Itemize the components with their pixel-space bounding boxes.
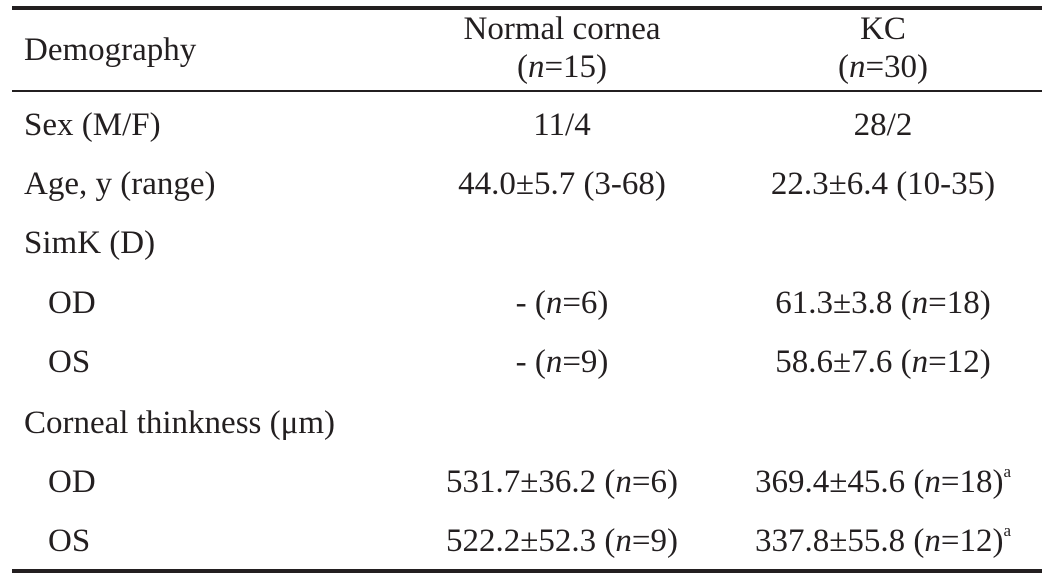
n-value: =18): [928, 285, 991, 321]
n-var: n: [911, 344, 929, 380]
header-kc-paren: (: [837, 49, 849, 85]
footnote-marker: a: [1003, 462, 1011, 481]
value: - (: [515, 285, 546, 321]
n-value: =9): [631, 523, 678, 559]
header-normal-cornea: Normal cornea (n=15): [406, 10, 718, 86]
demography-table: Demography Normal cornea (n=15) KC (n=30…: [12, 0, 1042, 583]
footnote-marker: a: [1003, 521, 1011, 540]
n-value: =6): [631, 464, 678, 500]
value: 58.6±7.6 (: [775, 344, 912, 380]
n-var: n: [545, 285, 563, 321]
n-value: =18): [940, 464, 1004, 500]
cell-kc-age: 22.3±6.4 (10-35): [770, 166, 996, 202]
n-value: =12): [928, 344, 991, 380]
header-demography: Demography: [24, 32, 197, 68]
n-var: n: [615, 523, 632, 559]
value: - (: [515, 344, 546, 380]
cell-normal-ct-os: 522.2±52.3 (n=9): [406, 522, 718, 560]
row-label-corneal-thickness: Corneal thinkness (μm): [24, 405, 335, 441]
n-var: n: [924, 464, 941, 500]
value: 61.3±3.8 (: [775, 285, 912, 321]
header-normal-cornea-title: Normal cornea: [463, 11, 661, 47]
value: 337.8±55.8 (: [754, 523, 925, 559]
n-var: n: [615, 464, 632, 500]
cell-kc-ct-od: 369.4±45.6 (n=18)a: [724, 463, 1042, 501]
header-normal-paren: (: [516, 49, 528, 85]
header-normal-n-var: n: [527, 49, 545, 85]
cell-normal-ct-od: 531.7±36.2 (n=6): [406, 463, 718, 501]
header-normal-cornea-n: (n=15): [406, 48, 718, 86]
cell-kc-simk-os: 58.6±7.6 (n=12): [724, 343, 1042, 381]
row-label-simk-od: OD: [48, 285, 96, 321]
n-value: =6): [562, 285, 609, 321]
table-top-rule: [12, 6, 1042, 10]
row-label-sex: Sex (M/F): [24, 107, 161, 143]
header-kc-n-value: =30): [865, 49, 929, 85]
cell-kc-sex: 28/2: [853, 107, 913, 143]
header-normal-n-value: =15): [544, 49, 608, 85]
cell-normal-simk-od: - (n=6): [406, 284, 718, 322]
row-label-simk: SimK (D): [24, 225, 156, 261]
cell-normal-age: 44.0±5.7 (3-68): [458, 166, 666, 202]
cell-kc-ct-os: 337.8±55.8 (n=12)a: [724, 522, 1042, 560]
n-var: n: [911, 285, 929, 321]
cell-normal-simk-os: - (n=9): [406, 343, 718, 381]
header-kc-n: (n=30): [724, 48, 1042, 86]
row-label-age: Age, y (range): [24, 166, 216, 202]
n-value: =12): [940, 523, 1004, 559]
value: 531.7±36.2 (: [446, 464, 616, 500]
row-label-ct-od: OD: [48, 464, 96, 500]
table-header-rule: [12, 90, 1042, 92]
header-kc-n-var: n: [848, 49, 866, 85]
value: 522.2±52.3 (: [446, 523, 616, 559]
table-bottom-rule: [12, 569, 1042, 573]
row-label-ct-os: OS: [48, 523, 91, 559]
header-kc: KC (n=30): [724, 10, 1042, 86]
cell-normal-sex: 11/4: [533, 107, 591, 143]
value: 369.4±45.6 (: [754, 464, 925, 500]
n-var: n: [924, 523, 941, 559]
header-kc-title: KC: [860, 11, 906, 47]
row-label-simk-os: OS: [48, 344, 91, 380]
n-value: =9): [562, 344, 609, 380]
cell-kc-simk-od: 61.3±3.8 (n=18): [724, 284, 1042, 322]
n-var: n: [545, 344, 563, 380]
